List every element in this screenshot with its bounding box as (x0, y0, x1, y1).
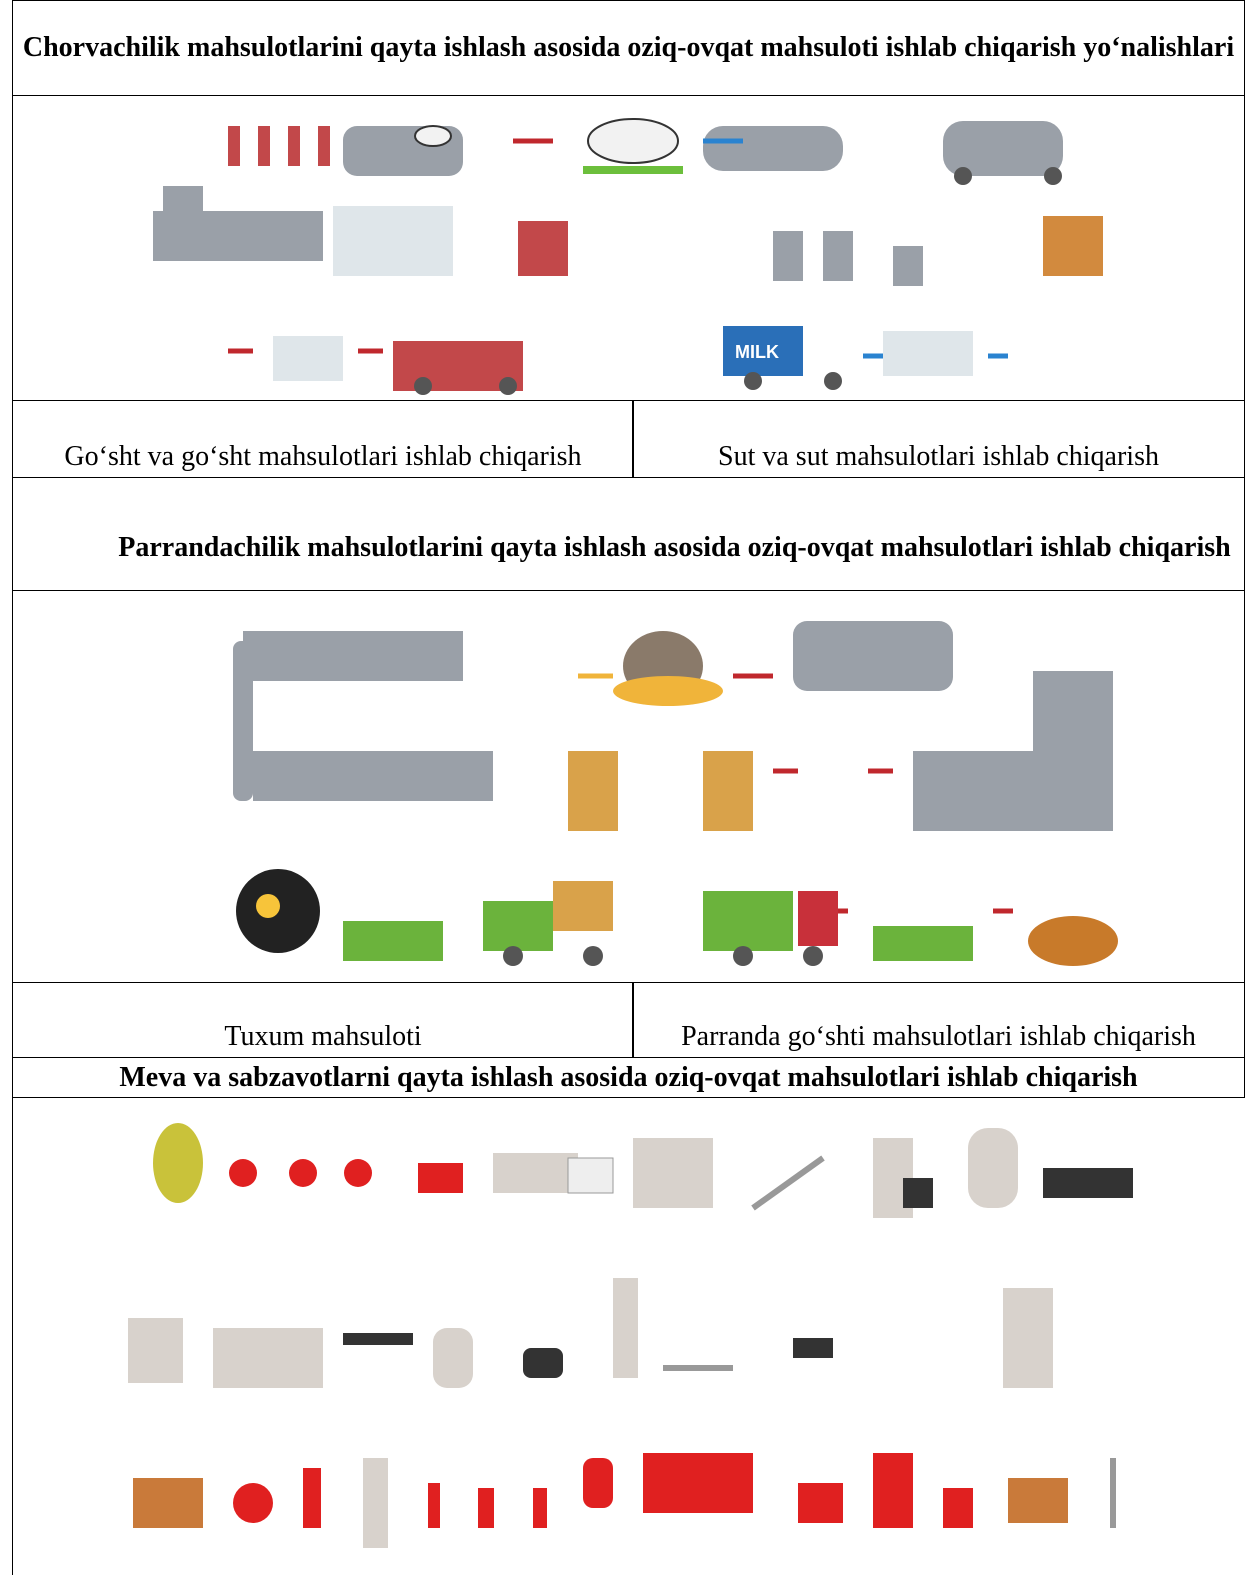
svg-text:MILK: MILK (735, 342, 779, 362)
caption: Sut va sut mahsulotlari ishlab chiqarish (632, 400, 1245, 478)
illustration (12, 1097, 1245, 1575)
caption: Tuxum mahsuloti (12, 982, 634, 1058)
section-title: Parrandachilik mahsulotlarini qayta ishl… (12, 477, 1245, 591)
caption: Go‘sht va go‘sht mahsulotlari ishlab chi… (12, 400, 634, 478)
illustration: MILK (12, 95, 1245, 401)
vegetable-illustration (13, 1098, 1243, 1574)
illustration (12, 590, 1245, 983)
poultry-illustration (13, 591, 1243, 981)
section-title: Chorvachilik mahsulotlarini qayta ishlas… (12, 0, 1245, 96)
section-title: Meva va sabzavotlarni qayta ishlash asos… (12, 1057, 1245, 1098)
livestock-illustration: MILK (13, 96, 1243, 399)
document: Chorvachilik mahsulotlarini qayta ishlas… (0, 0, 1250, 1575)
caption: Parranda go‘shti mahsulotlari ishlab chi… (632, 982, 1245, 1058)
